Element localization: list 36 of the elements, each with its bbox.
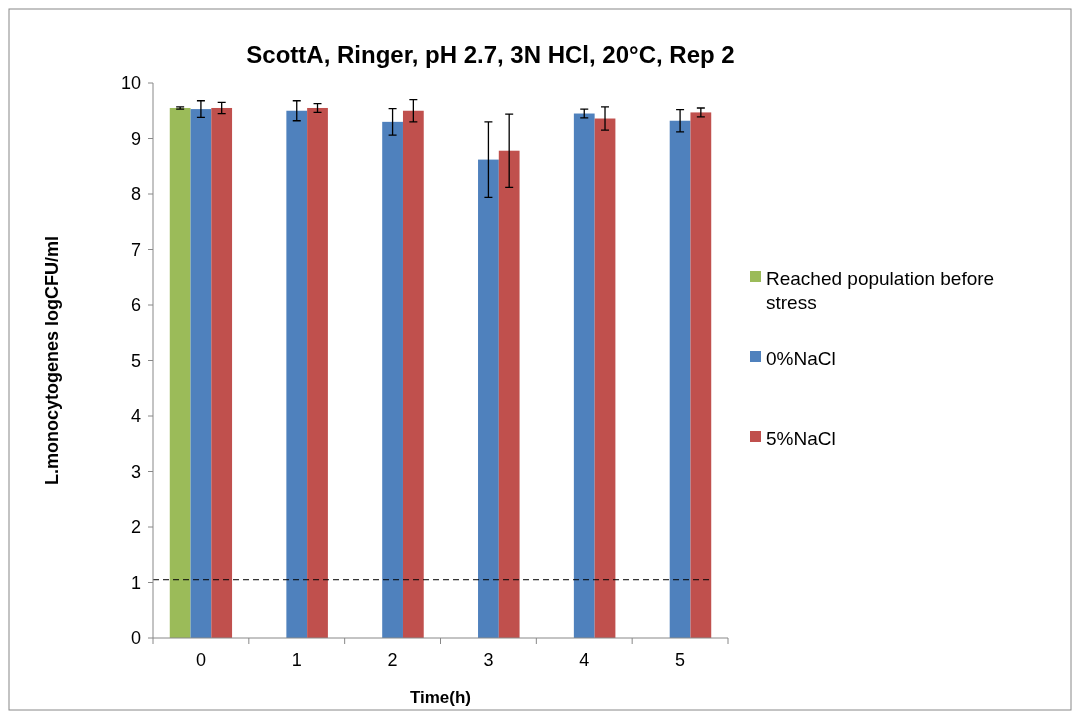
bar	[498, 150, 520, 638]
bar	[190, 109, 212, 638]
bar	[169, 107, 191, 638]
bar	[690, 112, 712, 638]
x-tick-label: 1	[291, 650, 302, 670]
legend-label: 0%NaCl	[766, 347, 836, 369]
y-tick-label: 2	[130, 517, 141, 538]
y-axis-title: L.monocytogenes logCFU/ml	[42, 235, 62, 486]
bar	[307, 107, 328, 638]
y-tick-label: 1	[130, 572, 141, 593]
bar	[286, 110, 308, 638]
y-tick-label: 3	[130, 461, 141, 482]
x-tick-label: 4	[579, 650, 590, 670]
x-axis-title: Time(h)	[409, 688, 472, 707]
y-tick-label: 9	[130, 128, 141, 149]
y-tick-label: 6	[130, 295, 141, 316]
y-tick-label: 4	[130, 406, 141, 427]
legend-label: Reached population before stress	[766, 267, 995, 314]
bar	[594, 118, 616, 638]
bar	[669, 120, 691, 638]
y-tick-label: 10	[120, 73, 141, 94]
chart-title: ScottA, Ringer, pH 2.7, 3N HCl, 20°C, Rep 2	[246, 41, 735, 68]
y-tick-label: 7	[130, 239, 141, 260]
x-tick-label: 0	[195, 650, 206, 670]
legend-label: 5%NaCl	[766, 427, 836, 449]
bar	[478, 159, 499, 638]
bar	[382, 121, 403, 638]
x-tick-label: 5	[675, 650, 686, 670]
bar	[573, 113, 595, 638]
y-tick-label: 0	[130, 628, 141, 649]
y-tick-label: 5	[130, 350, 141, 371]
x-tick-label: 2	[387, 650, 398, 670]
y-tick-label: 8	[130, 184, 141, 205]
bar	[211, 107, 233, 638]
x-tick-label: 3	[483, 650, 494, 670]
bar	[402, 110, 424, 638]
